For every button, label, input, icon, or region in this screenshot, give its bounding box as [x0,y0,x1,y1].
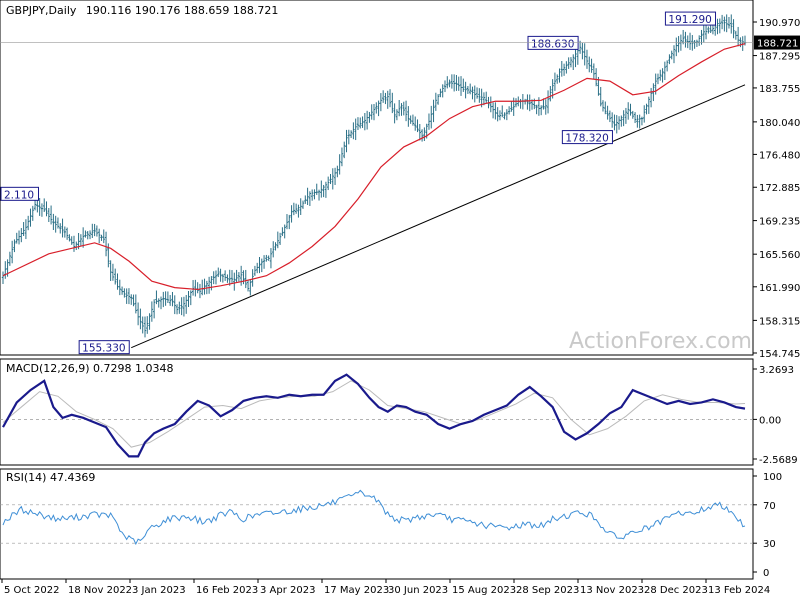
price-y-tick-label: 154.745 [759,349,800,360]
moving-average [2,43,746,291]
rsi-y-tick-label: 30 [763,539,776,550]
price-value-label: 188.630 [531,38,574,50]
price-y-tick-label: 158.315 [759,316,800,327]
moving-average-line [2,43,746,291]
x-tick-label: 17 May 2023 [324,585,389,596]
rsi-title: RSI(14) 47.4369 [6,471,95,484]
x-tick-label: 30 Jun 2023 [388,585,448,596]
price-value-label-box [0,186,39,201]
x-tick-label: 28 Sep 2023 [516,585,579,596]
price-y-tick-label: 180.040 [759,118,800,129]
macd-line [2,373,746,458]
x-axis: 5 Oct 2022 18 Nov 2022 3 Jan 2023 16 Feb 20… [1,579,770,596]
x-tick-label: 18 Nov 2022 [68,585,132,596]
macd-y-axis: 3.2693 0.00 -2.5689 [753,365,798,466]
x-tick-label: 5 Oct 2022 [4,585,59,596]
price-y-tick-label: 161.990 [759,283,800,294]
x-tick-label: 28 Dec 2023 [644,585,708,596]
x-tick-label: 15 Aug 2023 [452,585,516,596]
watermark: ActionForex.com [569,329,752,354]
price-title: GBPJPY,Daily 190.116 190.176 188.659 188… [6,4,278,17]
x-tick-label: 16 Feb 2023 [196,585,258,596]
price-y-tick-label: 172.885 [759,183,800,194]
price-value-label-box [78,340,130,355]
rsi-line [2,489,746,546]
macd-panel: 3.2693 0.00 -2.5689 MACD(12,26,9) 0.7298 1… [0,358,798,466]
x-tick-label: 3 Jan 2023 [132,585,186,596]
trendline-line [131,84,746,349]
current-price-box [754,35,800,50]
price-value-label-box [561,130,613,145]
price-y-tick-label: 165.560 [759,250,800,261]
rsi-y-tick-label: 100 [763,472,782,483]
macd-y-tick-label: 3.2693 [759,365,794,376]
price-y-tick-label: 176.480 [759,150,800,161]
price-panel-frame [0,0,754,356]
price-y-tick-label: 187.295 [759,52,800,63]
rsi-panel-frame [0,468,754,580]
rsi-panel: 100 70 30 0 RSI(14) 47.4369 [0,468,782,580]
price-value-label: 155.330 [82,343,125,355]
ohlc-readout: 190.116 190.176 188.659 188.721 [86,4,278,17]
price-value-label: 2.110 [4,189,34,201]
rsi-y-tick-label: 0 [763,568,769,579]
trendline [131,84,746,349]
price-y-tick-label: 169.235 [759,217,800,228]
macd-y-tick-label: 0.00 [759,415,781,426]
price-y-tick-label: 183.755 [759,84,800,95]
current-price-label: 188.721 [757,39,798,50]
symbol-label: GBPJPY,Daily [6,4,77,17]
x-tick-label: 13 Nov 2023 [580,585,644,596]
macd-title: MACD(12,26,9) 0.7298 1.0348 [6,362,174,375]
rsi-y-tick-label: 70 [763,501,776,512]
price-y-tick-label: 190.970 [759,18,800,29]
macd-signal-line [2,380,746,448]
macd-y-tick-label: -2.5689 [759,455,798,466]
price-value-label-box [664,11,717,26]
price-bars [1,14,747,338]
price-labels: 2.110 155.330 188.630 178.320 191.290 [0,11,717,355]
rsi-lines [2,489,746,546]
price-value-label: 191.290 [668,14,711,26]
price-y-axis: 190.970 187.295 183.755 180.040 176.480 172.8… [753,18,800,360]
macd-panel-frame [0,358,754,466]
x-tick-label: 13 Feb 2024 [708,585,770,596]
x-tick-label: 3 Apr 2023 [260,585,315,596]
price-value-label: 178.320 [565,133,608,145]
rsi-y-axis: 100 70 30 0 [753,472,782,579]
current-price-marker: 188.721 [0,35,800,50]
price-panel: ActionForex.com 2.110 155.330 188.630 178.3… [0,0,800,360]
macd-lines [2,373,746,458]
